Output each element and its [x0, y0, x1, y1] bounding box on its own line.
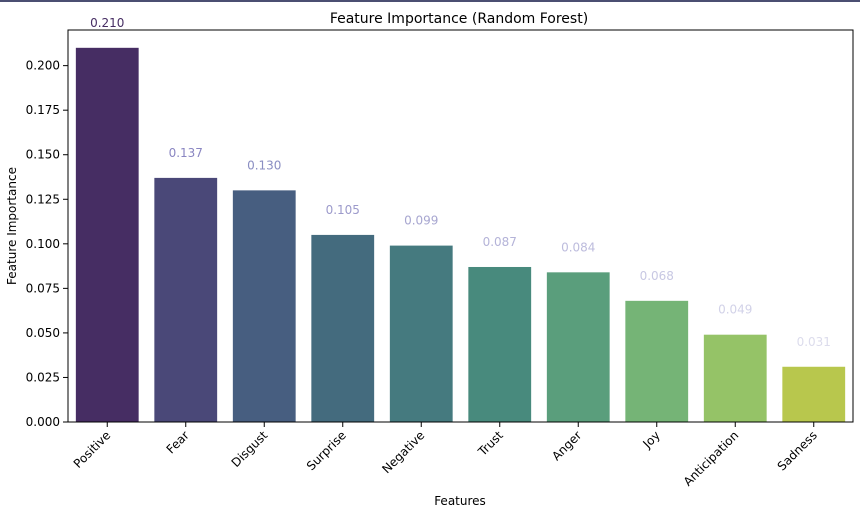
value-label-fear: 0.137	[169, 146, 203, 160]
x-tick-label-sadness: Sadness	[775, 428, 820, 473]
x-tick-label-anticipation: Anticipation	[681, 428, 742, 489]
plot-frame	[67, 29, 854, 423]
y-tick-label: 0.175	[26, 103, 60, 117]
value-label-surprise: 0.105	[326, 203, 360, 217]
x-tick-label-joy: Joy	[640, 428, 663, 451]
y-axis-label: Feature Importance	[5, 167, 19, 285]
value-label-anticipation: 0.049	[718, 303, 752, 317]
y-tick-label: 0.150	[26, 148, 60, 162]
value-label-trust: 0.087	[483, 235, 517, 249]
x-tick-label-fear: Fear	[164, 428, 192, 456]
window-top-border	[0, 0, 860, 2]
x-tick-label-surprise: Surprise	[304, 428, 349, 473]
bar-surprise	[311, 234, 375, 422]
bar-anger	[546, 272, 610, 422]
x-axis-label: Features	[434, 494, 486, 508]
bar-anticipation	[703, 334, 767, 422]
y-tick-label: 0.200	[26, 59, 60, 73]
x-axis: Positive Fear Disgust Surprise Negative Trust…	[71, 422, 820, 489]
value-label-disgust: 0.130	[247, 158, 281, 172]
x-tick-label-disgust: Disgust	[229, 428, 271, 470]
bar-negative	[389, 245, 453, 422]
bars-group	[75, 47, 846, 423]
value-label-anger: 0.084	[561, 240, 595, 254]
value-label-sadness: 0.031	[797, 335, 831, 349]
y-axis: 0.000 0.025 0.050 0.075 0.100 0.125 0.150 0.175…	[26, 59, 68, 429]
bar-fear	[154, 177, 218, 422]
y-tick-label: 0.050	[26, 326, 60, 340]
bar-trust	[468, 266, 532, 422]
bar-joy	[625, 300, 689, 422]
value-label-joy: 0.068	[640, 269, 674, 283]
y-tick-label: 0.025	[26, 370, 60, 384]
bar-sadness	[782, 366, 846, 422]
x-tick-label-anger: Anger	[549, 428, 584, 463]
y-tick-label: 0.000	[26, 415, 60, 429]
x-tick-label-trust: Trust	[475, 428, 506, 459]
value-label-positive: 0.210	[90, 16, 124, 30]
value-label-negative: 0.099	[404, 214, 438, 228]
y-tick-label: 0.100	[26, 237, 60, 251]
bar-positive	[75, 47, 139, 423]
chart-title: Feature Importance (Random Forest)	[330, 11, 588, 27]
bar-disgust	[232, 190, 296, 422]
y-tick-label: 0.125	[26, 192, 60, 206]
value-labels-group: 0.210 0.137 0.130 0.105 0.099 0.087 0.084 0.068…	[90, 16, 831, 349]
x-tick-label-positive: Positive	[71, 428, 114, 471]
y-tick-label: 0.075	[26, 281, 60, 295]
x-tick-label-negative: Negative	[379, 428, 427, 476]
